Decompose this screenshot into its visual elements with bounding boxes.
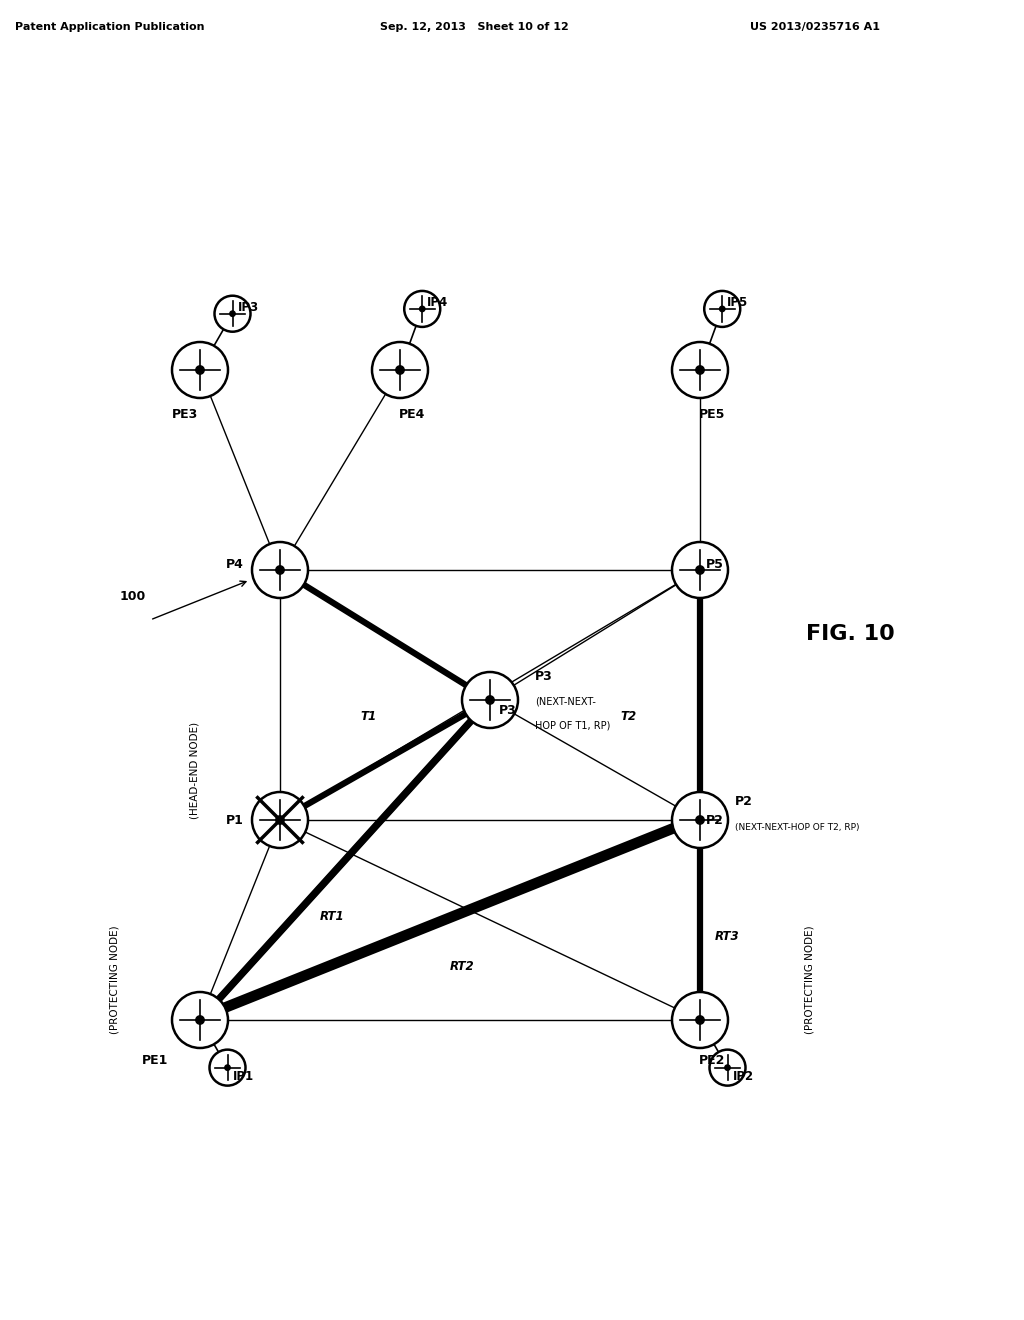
Text: T1: T1 [360,710,376,723]
Circle shape [172,993,228,1048]
Circle shape [485,696,495,704]
Text: RT3: RT3 [715,931,739,942]
Text: (PROTECTING NODE): (PROTECTING NODE) [110,925,120,1035]
Text: (NEXT-NEXT-: (NEXT-NEXT- [535,697,596,708]
Text: (PROTECTING NODE): (PROTECTING NODE) [805,925,815,1035]
Circle shape [695,816,705,824]
Circle shape [420,306,425,312]
Text: IP5: IP5 [727,296,749,309]
Text: Patent Application Publication: Patent Application Publication [15,22,205,32]
Circle shape [225,1065,230,1071]
Circle shape [695,566,705,574]
Text: IP1: IP1 [232,1069,254,1082]
Circle shape [196,366,204,374]
Circle shape [214,296,251,331]
Text: (NEXT-NEXT-HOP OF T2, RP): (NEXT-NEXT-HOP OF T2, RP) [735,822,859,832]
Text: US 2013/0235716 A1: US 2013/0235716 A1 [750,22,880,32]
Circle shape [672,993,728,1048]
Text: P1: P1 [226,813,244,826]
Circle shape [725,1065,730,1071]
Circle shape [396,366,404,374]
Circle shape [252,543,308,598]
Text: P3: P3 [535,671,553,682]
Text: IP2: IP2 [732,1069,754,1082]
Circle shape [196,1016,204,1024]
Text: PE4: PE4 [398,408,425,421]
Text: (HEAD-END NODE): (HEAD-END NODE) [190,722,200,818]
Circle shape [210,1049,246,1085]
Circle shape [720,306,725,312]
Text: P2: P2 [735,795,753,808]
Circle shape [672,543,728,598]
Circle shape [404,290,440,327]
Circle shape [462,672,518,729]
Text: PE2: PE2 [698,1053,725,1067]
Circle shape [672,342,728,399]
Circle shape [372,342,428,399]
Circle shape [695,1016,705,1024]
Text: P4: P4 [226,558,244,572]
Circle shape [705,290,740,327]
Circle shape [672,792,728,847]
Text: PE3: PE3 [172,408,198,421]
Circle shape [252,792,308,847]
Circle shape [695,366,705,374]
Circle shape [710,1049,745,1085]
Text: P2: P2 [707,813,724,826]
Text: PE1: PE1 [141,1053,168,1067]
Text: 100: 100 [120,590,146,603]
Text: FIG. 10: FIG. 10 [806,624,894,644]
Text: Sep. 12, 2013   Sheet 10 of 12: Sep. 12, 2013 Sheet 10 of 12 [380,22,568,32]
Text: RT1: RT1 [319,909,345,923]
Text: RT2: RT2 [450,960,475,973]
Text: P3: P3 [499,704,517,717]
Text: IP4: IP4 [427,296,449,309]
Text: HOP OF T1, RP): HOP OF T1, RP) [535,719,610,730]
Text: PE5: PE5 [698,408,725,421]
Text: T2: T2 [620,710,636,723]
Circle shape [275,816,285,824]
Text: IP3: IP3 [238,301,259,314]
Text: P5: P5 [707,558,724,572]
Circle shape [275,566,285,574]
Circle shape [172,342,228,399]
Circle shape [229,312,236,317]
